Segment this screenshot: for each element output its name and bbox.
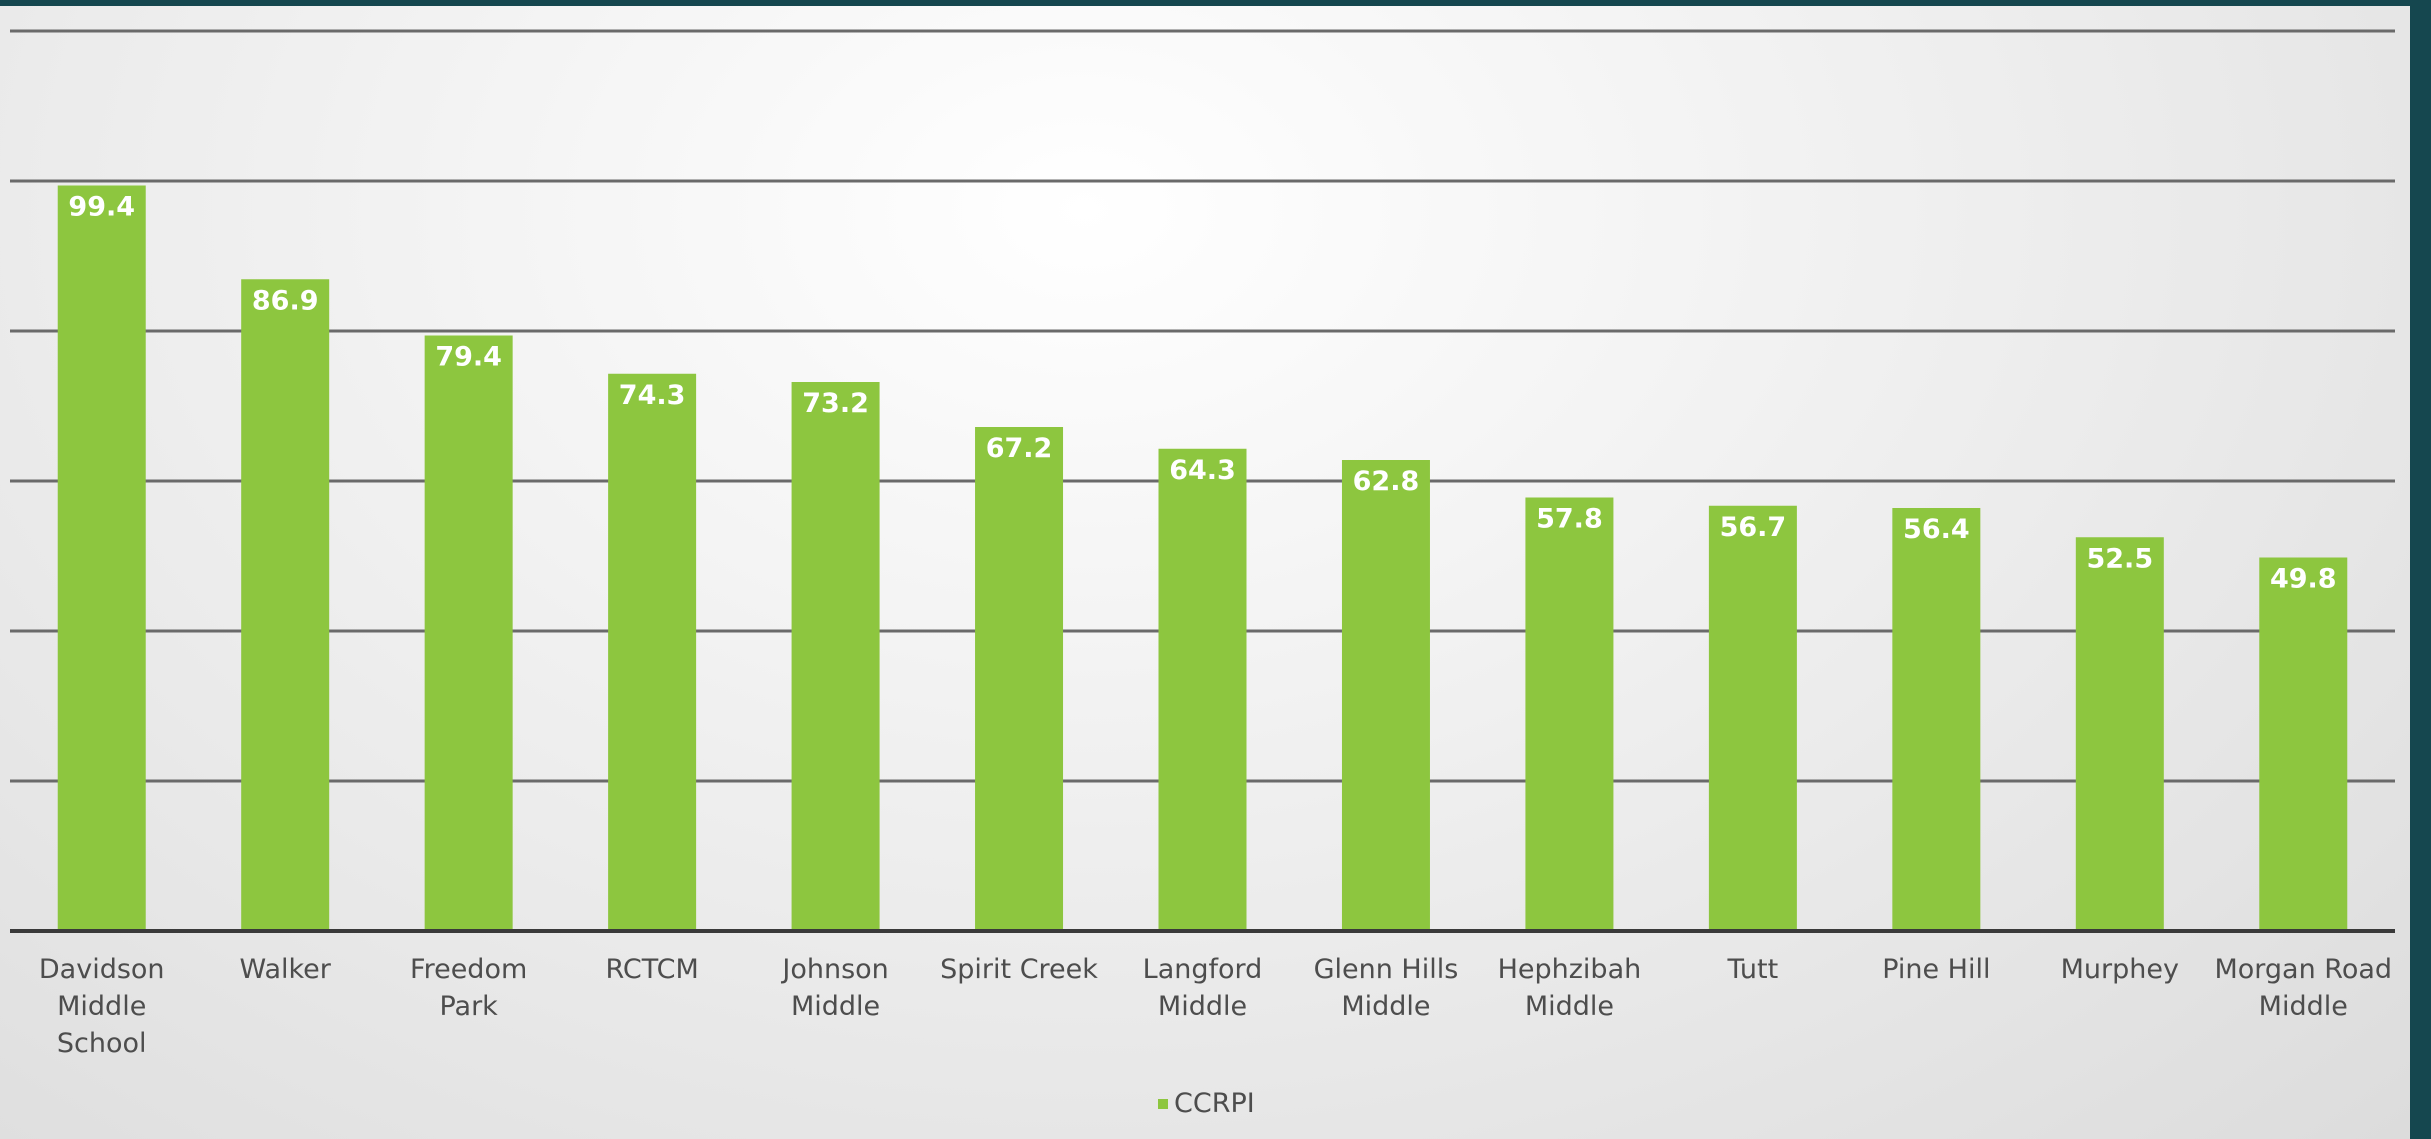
bar-6 (1158, 448, 1247, 931)
chart-panel: 99.4 Davidson Middle School 86.9 Walker 79.4 Fr… (0, 6, 2410, 1139)
x-tick-label-9: Tutt (1727, 954, 1779, 985)
data-label-6: 64.3 (1169, 455, 1236, 486)
x-tick-label-7: Glenn Hills Middle (1314, 954, 1459, 1022)
bar-9 (1708, 505, 1797, 931)
data-label-5: 67.2 (986, 433, 1053, 464)
x-tick-label-0: Davidson Middle School (39, 954, 165, 1059)
x-tick-label-12: Morgan Road Middle (2214, 954, 2392, 1022)
legend: CCRPI (1158, 1088, 1255, 1119)
data-label-2: 79.4 (435, 342, 502, 373)
data-label-4: 73.2 (802, 388, 869, 419)
bar-1 (241, 279, 330, 931)
bar-10 (1892, 508, 1981, 931)
data-label-9: 56.7 (1720, 512, 1787, 543)
x-tick-label-5: Spirit Creek (940, 954, 1098, 985)
bar-3 (608, 373, 697, 931)
data-label-8: 57.8 (1536, 504, 1603, 535)
data-label-3: 74.3 (619, 380, 686, 411)
bar-chart: 99.4 Davidson Middle School 86.9 Walker 79.4 Fr… (10, 29, 2395, 1059)
legend-label: CCRPI (1174, 1088, 1255, 1119)
data-label-11: 52.5 (2086, 543, 2153, 574)
bar-0 (57, 185, 146, 931)
data-label-1: 86.9 (252, 285, 319, 316)
bar-12 (2259, 557, 2348, 931)
x-tick-label-10: Pine Hill (1882, 954, 1990, 985)
x-tick-label-2: Freedom Park (410, 954, 527, 1022)
legend-swatch (1158, 1098, 1168, 1109)
data-label-7: 62.8 (1353, 466, 1420, 497)
bar-2 (424, 335, 513, 931)
x-tick-label-6: Langford Middle (1143, 954, 1263, 1022)
data-label-10: 56.4 (1903, 514, 1970, 545)
data-label-0: 99.4 (68, 192, 135, 223)
x-tick-label-11: Murphey (2061, 954, 2179, 985)
bar-7 (1341, 460, 1430, 931)
bar-5 (975, 427, 1064, 931)
x-tick-label-4: Johnson Middle (780, 954, 888, 1022)
x-tick-label-1: Walker (239, 954, 331, 985)
bar-4 (791, 382, 880, 931)
bar-11 (2075, 537, 2164, 931)
bar-8 (1525, 497, 1614, 931)
data-label-12: 49.8 (2270, 564, 2337, 595)
x-tick-label-8: Hephzibah Middle (1498, 954, 1642, 1022)
x-tick-label-3: RCTCM (605, 954, 698, 985)
